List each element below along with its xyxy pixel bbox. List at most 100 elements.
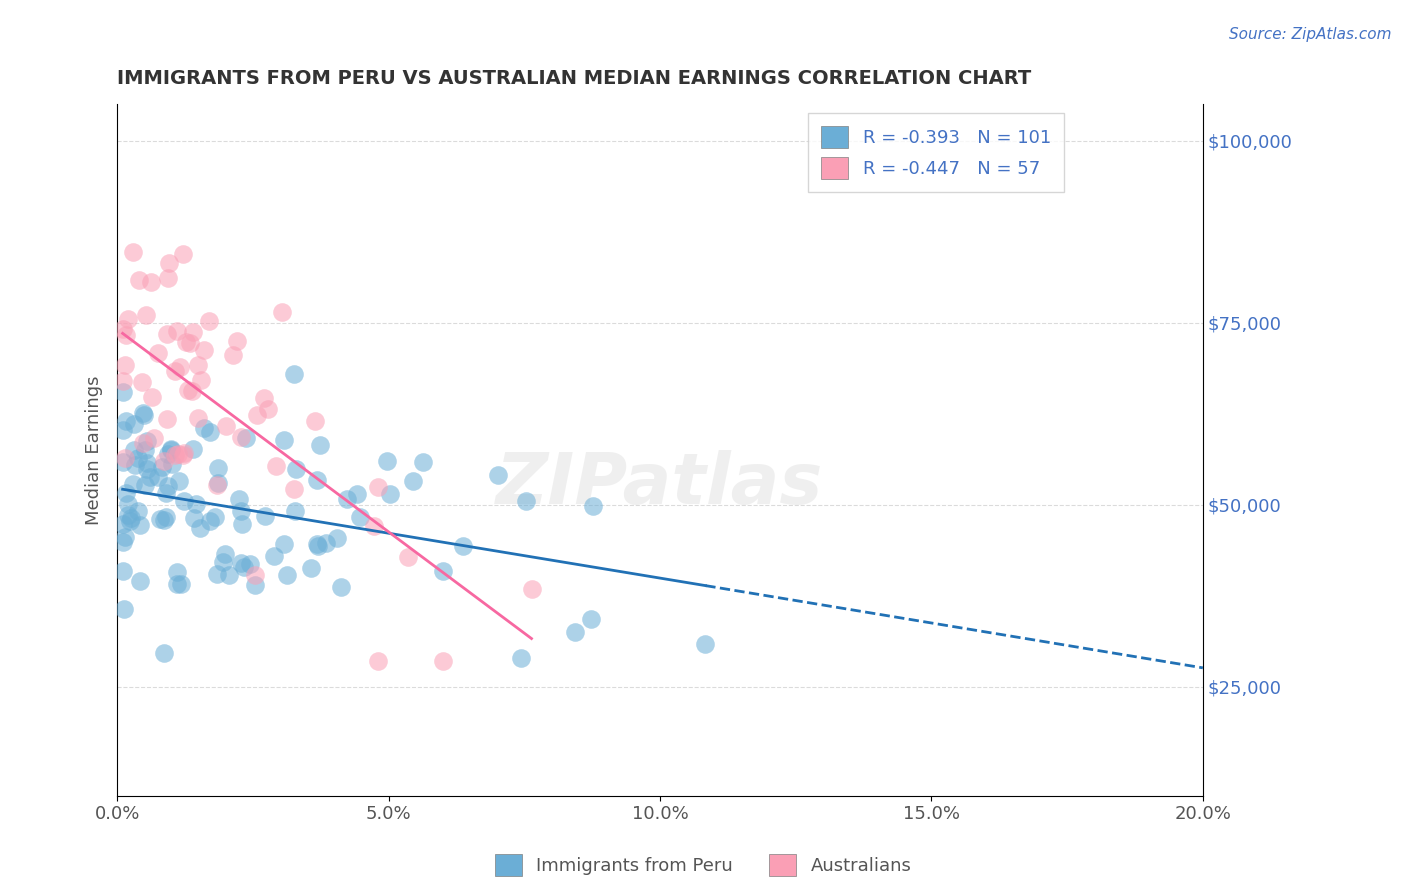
Point [166, 577, 188, 591]
Point [432, 565, 454, 579]
Point [156, 270, 179, 285]
Point [139, 276, 162, 290]
Point [174, 334, 197, 349]
Point [112, 384, 135, 399]
Point [432, 654, 454, 668]
Point [486, 467, 509, 482]
Point [326, 531, 349, 545]
Point [375, 454, 398, 468]
Point [118, 514, 141, 528]
Point [163, 364, 186, 378]
Text: IMMIGRANTS FROM PERU VS AUSTRALIAN MEDIAN EARNINGS CORRELATION CHART: IMMIGRANTS FROM PERU VS AUSTRALIAN MEDIA… [117, 69, 1032, 87]
Point [183, 511, 205, 525]
Point [160, 457, 183, 471]
Point [181, 442, 204, 456]
Point [695, 637, 717, 651]
Legend: Immigrants from Peru, Australians: Immigrants from Peru, Australians [488, 847, 918, 883]
Point [143, 431, 166, 445]
Point [111, 564, 134, 578]
Point [198, 514, 221, 528]
Point [378, 487, 401, 501]
Point [121, 245, 143, 260]
Point [308, 438, 330, 452]
Point [166, 565, 188, 579]
Point [509, 651, 531, 665]
Point [304, 414, 326, 428]
Point [159, 443, 181, 458]
Point [226, 334, 249, 348]
Point [243, 568, 266, 582]
Point [166, 447, 188, 461]
Point [264, 458, 287, 473]
Point [111, 322, 134, 336]
Point [273, 433, 295, 447]
Point [207, 461, 229, 475]
Point [129, 518, 152, 533]
Point [117, 311, 139, 326]
Point [283, 367, 305, 381]
Point [515, 493, 537, 508]
Point [138, 470, 160, 484]
Point [156, 412, 179, 426]
Point [184, 497, 207, 511]
Point [235, 431, 257, 445]
Point [179, 335, 201, 350]
Point [198, 314, 221, 328]
Point [330, 580, 353, 594]
Point [135, 309, 157, 323]
Point [187, 358, 209, 372]
Point [173, 446, 195, 460]
Point [186, 411, 208, 425]
Point [111, 517, 134, 532]
Point [111, 534, 134, 549]
Point [307, 539, 329, 553]
Point [188, 520, 211, 534]
Point [246, 408, 269, 422]
Text: Source: ZipAtlas.com: Source: ZipAtlas.com [1229, 27, 1392, 42]
Point [367, 480, 389, 494]
Point [215, 419, 238, 434]
Point [170, 576, 193, 591]
Point [165, 449, 187, 463]
Point [131, 376, 153, 390]
Point [284, 461, 307, 475]
Point [128, 273, 150, 287]
Point [349, 510, 371, 524]
Point [181, 384, 204, 399]
Point [218, 568, 240, 582]
Point [315, 536, 337, 550]
Point [136, 462, 159, 476]
Point [114, 531, 136, 545]
Point [166, 324, 188, 338]
Point [231, 517, 253, 532]
Point [146, 346, 169, 360]
Point [307, 537, 329, 551]
Point [157, 256, 180, 270]
Point [153, 646, 176, 660]
Point [134, 408, 156, 422]
Point [205, 567, 228, 582]
Point [167, 474, 190, 488]
Point [239, 557, 262, 571]
Point [134, 477, 156, 491]
Point [111, 423, 134, 437]
Point [124, 443, 146, 458]
Point [156, 327, 179, 342]
Point [193, 343, 215, 357]
Point [579, 612, 602, 626]
Point [229, 503, 252, 517]
Point [155, 485, 177, 500]
Point [229, 556, 252, 570]
Point [222, 348, 245, 362]
Point [564, 625, 586, 640]
Point [173, 494, 195, 508]
Point [134, 442, 156, 457]
Point [131, 406, 153, 420]
Point [172, 247, 194, 261]
Point [229, 430, 252, 444]
Point [214, 547, 236, 561]
Point [112, 602, 135, 616]
Point [135, 434, 157, 449]
Point [114, 358, 136, 372]
Point [156, 479, 179, 493]
